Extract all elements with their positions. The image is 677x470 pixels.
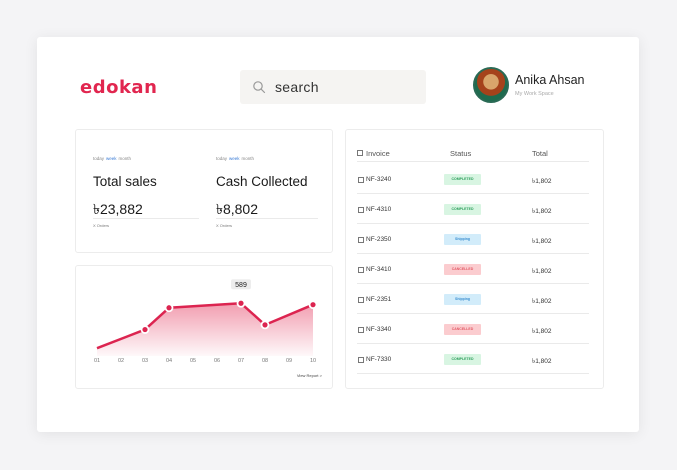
select-all-checkbox[interactable] bbox=[357, 150, 363, 156]
row-checkbox[interactable] bbox=[358, 357, 364, 363]
invoice-id[interactable]: NF-7330 bbox=[366, 356, 392, 363]
row-total: ৳1,802 bbox=[532, 298, 552, 305]
data-point[interactable] bbox=[260, 320, 270, 330]
invoice-id[interactable]: NF-3340 bbox=[366, 326, 392, 333]
x-tick-label: 02 bbox=[118, 358, 125, 364]
table-row[interactable]: NF-2350 Shipping ৳1,802 bbox=[346, 229, 603, 259]
invoice-id[interactable]: NF-2350 bbox=[366, 236, 392, 243]
column-header-total[interactable]: Total bbox=[532, 149, 548, 158]
search-input[interactable]: search bbox=[240, 70, 426, 104]
kpi-card: today week month Total sales ৳23,882 X O… bbox=[75, 129, 333, 253]
table-row[interactable]: NF-7330 COMPLETED ৳1,802 bbox=[346, 349, 603, 379]
period-month[interactable]: month bbox=[241, 156, 255, 161]
status-badge: Shipping bbox=[444, 294, 481, 305]
row-checkbox[interactable] bbox=[358, 207, 364, 213]
dashboard-window: edokan search Anika Ahsan My Work Space … bbox=[37, 37, 639, 432]
status-badge: Shipping bbox=[444, 234, 481, 245]
divider bbox=[216, 218, 318, 219]
row-total: ৳1,802 bbox=[532, 238, 552, 245]
sales-chart-card: 589 01 02 03 04 05 06 07 08 09 10 View Report > bbox=[75, 265, 333, 389]
data-point[interactable] bbox=[140, 325, 150, 334]
row-divider bbox=[357, 193, 589, 194]
kpi-value: ৳23,882 bbox=[93, 201, 143, 217]
user-name: Anika Ahsan bbox=[515, 73, 585, 87]
x-tick-label: 05 bbox=[190, 358, 197, 364]
row-total: ৳1,802 bbox=[532, 358, 552, 365]
period-week[interactable]: week bbox=[106, 156, 117, 161]
x-tick-label: 01 bbox=[94, 358, 101, 364]
value-tooltip: 589 bbox=[231, 279, 251, 290]
x-tick-label: 10 bbox=[310, 358, 317, 364]
table-row[interactable]: NF-3410 CANCELLED ৳1,802 bbox=[346, 259, 603, 289]
kpi-label: Cash Collected bbox=[216, 174, 308, 189]
invoice-id[interactable]: NF-3240 bbox=[366, 176, 392, 183]
status-badge: COMPLETED bbox=[444, 204, 481, 215]
column-header-invoice[interactable]: Invoice bbox=[366, 149, 390, 158]
table-row[interactable]: NF-2351 Shipping ৳1,802 bbox=[346, 289, 603, 319]
row-divider bbox=[357, 283, 589, 284]
header-divider bbox=[357, 161, 589, 162]
view-report-link[interactable]: View Report > bbox=[296, 373, 322, 378]
sales-area-chart: 589 bbox=[96, 279, 318, 356]
divider bbox=[93, 218, 199, 219]
kpi-orders: X Orders bbox=[216, 223, 233, 228]
row-divider bbox=[357, 373, 589, 374]
status-badge: CANCELLED bbox=[444, 264, 481, 275]
table-row[interactable]: NF-4310 COMPLETED ৳1,802 bbox=[346, 199, 603, 229]
row-total: ৳1,802 bbox=[532, 328, 552, 335]
period-switch: today week month bbox=[216, 156, 254, 161]
row-checkbox[interactable] bbox=[358, 237, 364, 243]
table-row[interactable]: NF-3340 CANCELLED ৳1,802 bbox=[346, 319, 603, 349]
user-workspace: My Work Space bbox=[515, 91, 554, 97]
status-badge: COMPLETED bbox=[444, 354, 481, 365]
x-tick-label: 07 bbox=[238, 358, 245, 364]
row-divider bbox=[357, 223, 589, 224]
status-badge: CANCELLED bbox=[444, 324, 481, 335]
row-checkbox[interactable] bbox=[358, 177, 364, 183]
invoice-id[interactable]: NF-4310 bbox=[366, 206, 392, 213]
table-row[interactable]: NF-3240 COMPLETED ৳1,802 bbox=[346, 169, 603, 199]
invoice-id[interactable]: NF-3410 bbox=[366, 266, 392, 273]
area-fill bbox=[97, 303, 313, 356]
series-line bbox=[96, 302, 314, 350]
data-point[interactable] bbox=[164, 303, 174, 313]
period-week[interactable]: week bbox=[229, 156, 240, 161]
x-tick-label: 04 bbox=[166, 358, 173, 364]
x-tick-label: 09 bbox=[286, 358, 293, 364]
tooltip-value: 589 bbox=[235, 282, 247, 289]
data-point[interactable] bbox=[308, 300, 318, 310]
column-header-status[interactable]: Status bbox=[450, 149, 472, 158]
user-profile[interactable]: Anika Ahsan My Work Space bbox=[473, 67, 585, 103]
period-today[interactable]: today bbox=[216, 156, 228, 161]
x-tick-label: 06 bbox=[214, 358, 221, 364]
period-switch: today week month bbox=[93, 156, 131, 161]
kpi-label: Total sales bbox=[93, 174, 157, 189]
row-total: ৳1,802 bbox=[532, 208, 552, 215]
row-total: ৳1,802 bbox=[532, 178, 552, 185]
x-tick-label: 08 bbox=[262, 358, 269, 364]
x-tick-label: 03 bbox=[142, 358, 149, 364]
avatar[interactable] bbox=[473, 67, 509, 103]
kpi-value: ৳8,802 bbox=[216, 201, 259, 217]
row-checkbox[interactable] bbox=[358, 297, 364, 303]
period-month[interactable]: month bbox=[118, 156, 132, 161]
row-checkbox[interactable] bbox=[358, 327, 364, 333]
search-text: search bbox=[275, 79, 319, 95]
row-checkbox[interactable] bbox=[358, 267, 364, 273]
row-total: ৳1,802 bbox=[532, 268, 552, 275]
data-point[interactable] bbox=[236, 298, 246, 308]
invoice-id[interactable]: NF-2351 bbox=[366, 296, 392, 303]
kpi-orders: X Orders bbox=[93, 223, 110, 228]
status-badge: COMPLETED bbox=[444, 174, 481, 185]
row-divider bbox=[357, 313, 589, 314]
invoice-table: Invoice Status Total NF-3240 COMPLETED ৳1,… bbox=[345, 129, 604, 389]
app-logo[interactable]: edokan bbox=[80, 77, 158, 98]
row-divider bbox=[357, 253, 589, 254]
row-divider bbox=[357, 343, 589, 344]
period-today[interactable]: today bbox=[93, 156, 105, 161]
search-icon bbox=[253, 81, 266, 94]
